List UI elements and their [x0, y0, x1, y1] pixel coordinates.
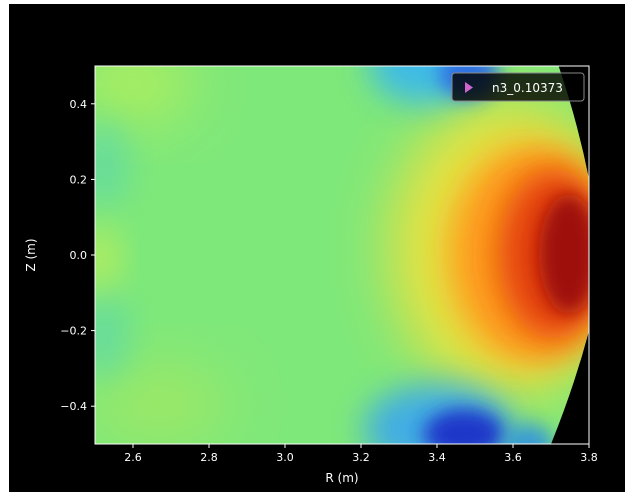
y-tick-label: 0.4: [70, 98, 88, 111]
legend-box: [451, 72, 585, 102]
legend-marker-icon: [465, 82, 473, 93]
colormap-field: [95, 66, 589, 444]
legend: n3_0.10373: [451, 72, 585, 102]
y-tick-label: 0.2: [70, 173, 88, 186]
heatmap-chart: 2.6 2.8 3.0 3.2 3.4 3.6 3.8 0.40.20.0−0.2−0.4 …: [24, 65, 598, 485]
y-axis: 0.4 0.2 0.0 −0.2 −0.4: [60, 98, 95, 413]
x-tick-label: 3.6: [504, 451, 522, 464]
x-tick-label: 3.4: [428, 451, 446, 464]
y-tick-label: 0.0: [70, 249, 88, 262]
legend-entry-label: n3_0.10373: [492, 81, 563, 95]
x-tick-label: 2.8: [200, 451, 218, 464]
y-tick-label: −0.2: [60, 325, 87, 338]
x-tick-label: 3.2: [352, 451, 370, 464]
x-axis: 2.6 2.8 3.0 3.2 3.4 3.6 3.8: [124, 444, 598, 464]
y-axis-label: Z (m): [24, 238, 38, 271]
y-tick-label: −0.4: [60, 400, 87, 413]
x-axis-label: R (m): [325, 471, 358, 485]
x-tick-label: 3.0: [276, 451, 294, 464]
figure-background: 2.6 2.8 3.0 3.2 3.4 3.6 3.8 0.4 0.2 0.0 −0.2 −0.4 …: [9, 4, 625, 492]
x-tick-label: 2.6: [124, 451, 142, 464]
x-tick-label: 3.8: [580, 451, 598, 464]
